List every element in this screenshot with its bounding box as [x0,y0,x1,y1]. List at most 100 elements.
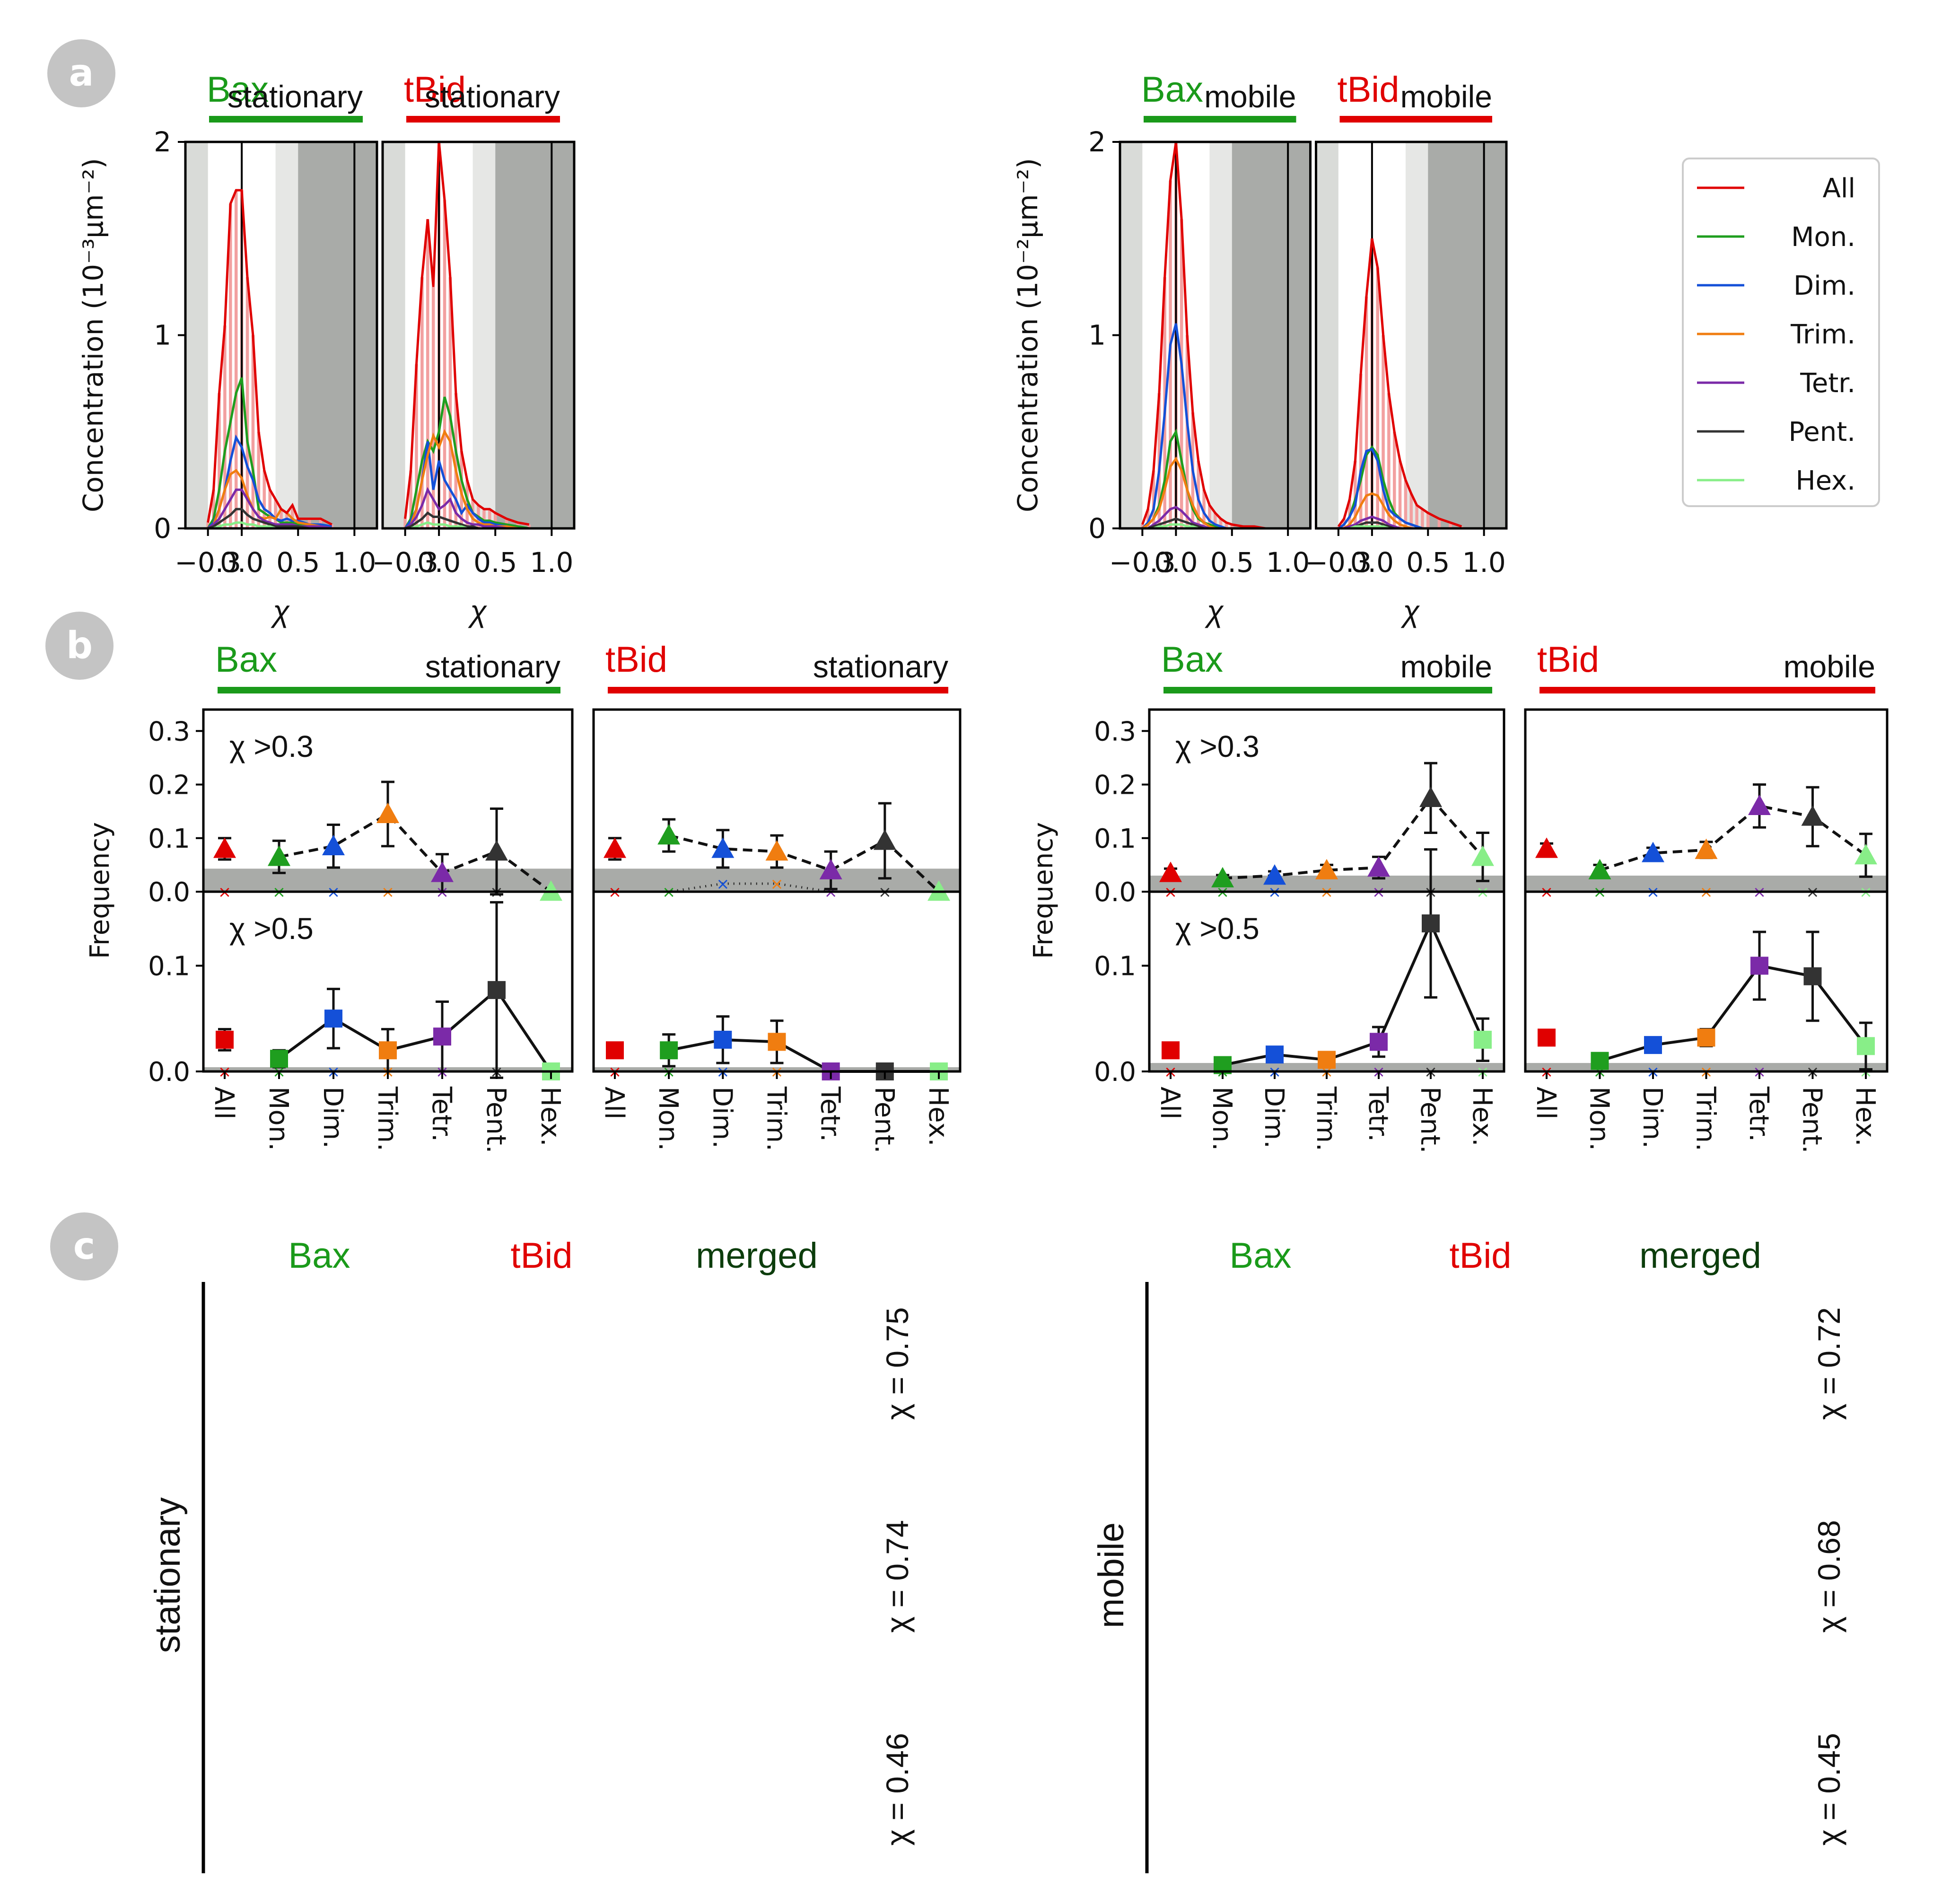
shade-left [1120,142,1143,528]
legend-label: Mon. [1791,222,1855,253]
x-axis-label: χ [468,594,487,628]
marker-square [768,1033,786,1051]
hist-bar [431,287,435,528]
marker-triangle [1695,838,1718,859]
state-label: mobile [1400,79,1492,114]
tile-bg [459,1708,624,1871]
hist-bar [257,431,261,528]
column-header: tBid [511,1236,573,1276]
merged-image [674,1282,840,1445]
hist-bar [1364,296,1368,528]
shade-mid [1209,142,1232,528]
hist-bar [206,522,210,528]
subplot-tBid-mobile: ××××××××××××××AllMon.Dim.Trim.Tetr.Pent.… [1524,708,1889,1153]
subplot-Bax-mobile: ×××××××0.00.10.20.3χ >0.3×××××××0.00.1χ … [1094,708,1505,1153]
marker-square [1474,1030,1492,1049]
marker-square [488,981,506,999]
series-line-all [404,141,530,526]
marker-triangle [819,859,842,879]
header-bar [209,116,363,123]
x-tick-label: 0.5 [276,546,320,579]
y-tick-label: 0.2 [1094,770,1136,801]
y-tick-label: 0.3 [1094,716,1136,747]
marker-square [1370,1033,1388,1051]
y-tick-label: 0.1 [1094,951,1136,982]
marker-square [216,1030,234,1049]
marker-triangle [657,824,681,845]
series-line-pent [207,508,332,530]
y-tick-label: 0.1 [1094,824,1136,854]
threshold-label: χ >0.5 [1175,912,1260,946]
x-tick-label: Hex. [535,1087,566,1147]
header-bar [1144,116,1296,123]
marker-square [379,1041,397,1060]
marker-triangle [1211,867,1234,887]
hist-bar [1219,518,1223,528]
hist-bar [1387,393,1391,528]
hist-bar [245,277,249,528]
marker-triangle [1588,859,1611,879]
x-axis-label: χ [271,594,290,628]
protein-label: tBid [1338,70,1399,110]
x-tick-label: All [1531,1087,1561,1119]
hist-bar [212,490,215,528]
header-bar [1339,116,1492,123]
x-tick-label: Hex. [1467,1087,1497,1147]
hist-bar [285,513,289,528]
hist-bar [1376,267,1379,528]
x-tick-label: All [599,1087,630,1119]
bax-image [236,1708,402,1871]
hist-bar [280,509,283,528]
hist-bar [223,325,227,528]
shade-right [298,142,377,528]
hist-bar [251,335,255,528]
marker-triangle [1315,859,1338,879]
threshold-band [594,1067,960,1071]
tile-bg [674,1708,840,1871]
hist-bar [1449,522,1452,528]
x-tick-label: −0.3 [1109,546,1176,579]
hist-bar [403,518,407,528]
data-line [668,1038,939,1073]
marker-square [606,1041,624,1060]
y-tick-label: 0.0 [148,877,190,908]
marker-square [660,1041,678,1060]
bax-image [1178,1282,1343,1445]
legend-label: Tetr. [1800,368,1855,399]
protein-label: Bax [207,70,269,110]
hist-bar [262,470,266,528]
marker-triangle [1471,845,1494,866]
panel-letter: a [69,52,94,95]
marker-triangle [1535,837,1558,858]
x-tick-label: 1.0 [332,546,376,579]
threshold-label: χ >0.5 [229,912,314,946]
y-tick-label: 0.0 [1094,1057,1136,1088]
y-tick-label: 0 [154,512,171,544]
hist-bar [420,277,424,528]
marker-square [1266,1045,1284,1064]
panel-badge [47,39,115,107]
state-label: stationary [425,79,560,114]
chi-label: χ = 0.75 [880,1307,915,1420]
x-tick-label: Tetr. [815,1086,846,1142]
hist-bar [488,509,491,528]
tile-bg [1398,1282,1563,1445]
marker-square [1697,1028,1715,1047]
tile-bg [459,1282,624,1445]
threshold-band [594,869,960,892]
axes-frame [1524,708,1889,893]
marker-triangle [1159,861,1182,882]
state-label: stationary [425,649,560,684]
marker-triangle [268,845,290,866]
marker-square [1644,1036,1662,1054]
merged-image [674,1495,840,1658]
x-tick-label: Tetr. [426,1086,457,1142]
marker-square [1422,914,1440,933]
panel-b: b×××××××0.00.10.20.3χ >0.3×××××××0.00.1χ… [45,612,1889,1153]
x-tick-label: Pent. [869,1087,900,1153]
header-bar [1539,687,1875,693]
x-tick-label: Mon. [1584,1087,1615,1151]
marker-triangle [213,837,236,858]
x-tick-label: 1.0 [1266,546,1310,579]
hist-bar [426,219,429,528]
